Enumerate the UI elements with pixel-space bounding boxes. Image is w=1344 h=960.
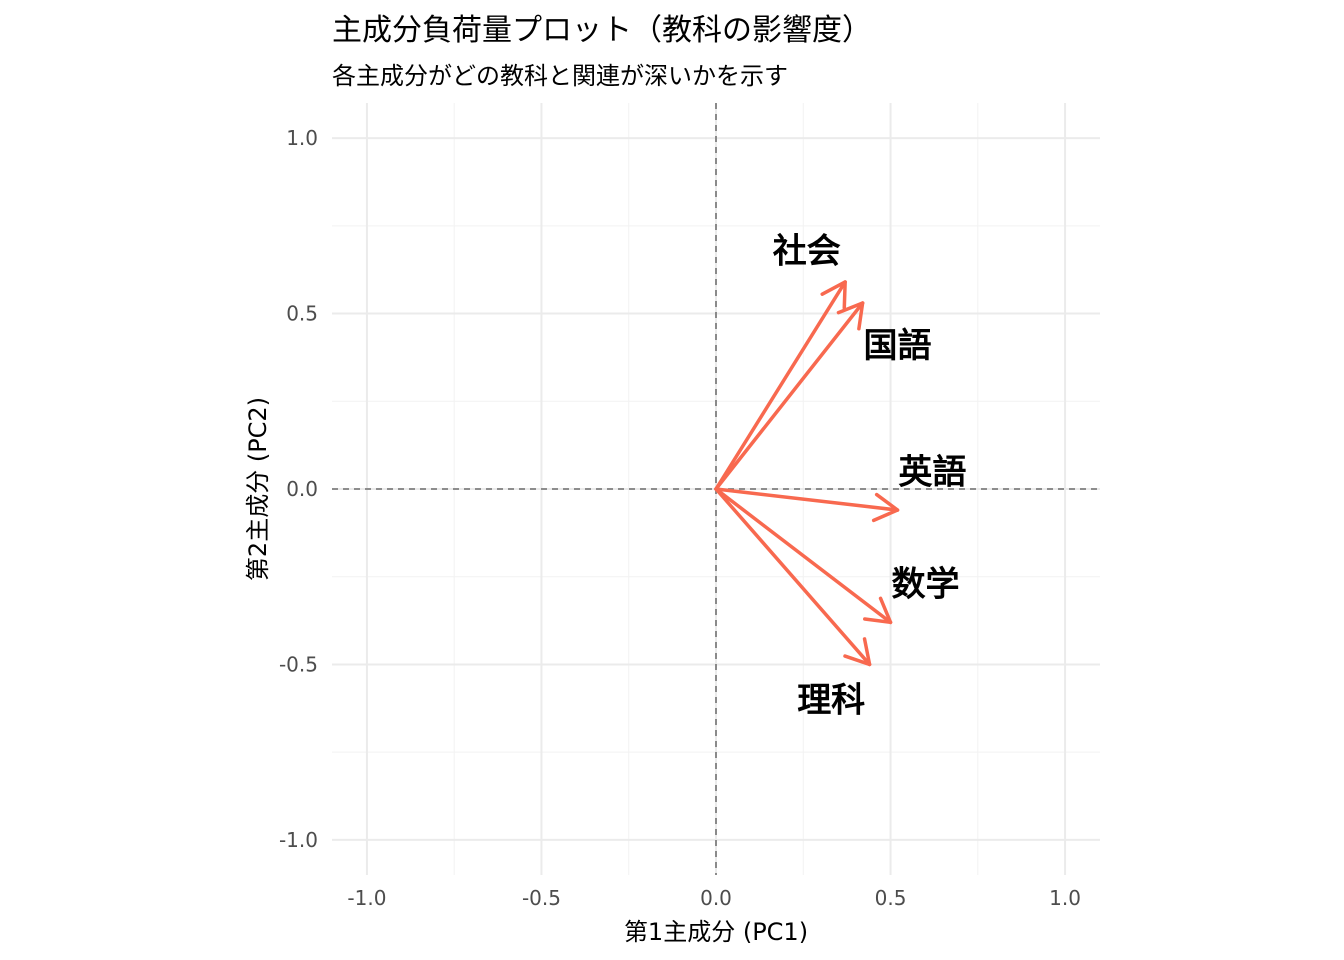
x-tick-label: 0.0 xyxy=(700,886,732,910)
arrow-shaft xyxy=(714,487,900,512)
loading-arrows xyxy=(714,280,900,667)
arrow-head xyxy=(836,301,865,331)
loading-label: 国語 xyxy=(864,326,932,366)
loading-arrow xyxy=(714,280,847,491)
y-tick-label: 0.5 xyxy=(286,302,318,326)
x-tick-label: -0.5 xyxy=(522,886,561,910)
x-tick-label: 1.0 xyxy=(1049,886,1081,910)
y-axis-label: 第2主成分 (PC2) xyxy=(244,397,272,581)
loading-label: 理科 xyxy=(797,681,865,721)
chart-subtitle: 各主成分がどの教科と関連が深いかを示す xyxy=(332,62,788,90)
arrow-head xyxy=(863,596,893,625)
x-tick-label: 0.5 xyxy=(875,886,907,910)
arrow-shaft xyxy=(714,487,893,625)
y-tick-label: 0.0 xyxy=(286,477,318,501)
arrow-head xyxy=(871,492,900,523)
y-tick-label: -0.5 xyxy=(279,652,318,676)
loading-label: 数学 xyxy=(891,565,959,605)
loading-arrow xyxy=(714,487,893,625)
arrow-head xyxy=(843,637,872,667)
y-tick-label: -1.0 xyxy=(279,828,318,852)
chart-title: 主成分負荷量プロット（教科の影響度） xyxy=(332,13,872,48)
loading-arrow xyxy=(714,487,900,523)
x-tick-label: -1.0 xyxy=(347,886,386,910)
arrow-shaft xyxy=(714,301,865,491)
tick-labels: -1.0 -0.5 0.0 0.5 1.0 -1.0 -0.5 0.0 0.5 1.0 xyxy=(279,126,1081,910)
loading-arrow xyxy=(714,301,865,491)
arrow-shaft xyxy=(714,280,847,491)
arrow-shaft xyxy=(714,487,872,667)
loading-label: 社会 xyxy=(773,231,841,271)
loading-label: 英語 xyxy=(898,452,966,492)
arrow-head xyxy=(820,280,847,310)
loading-arrow xyxy=(714,487,872,667)
y-tick-label: 1.0 xyxy=(286,126,318,150)
x-axis-label: 第1主成分 (PC1) xyxy=(624,918,808,946)
